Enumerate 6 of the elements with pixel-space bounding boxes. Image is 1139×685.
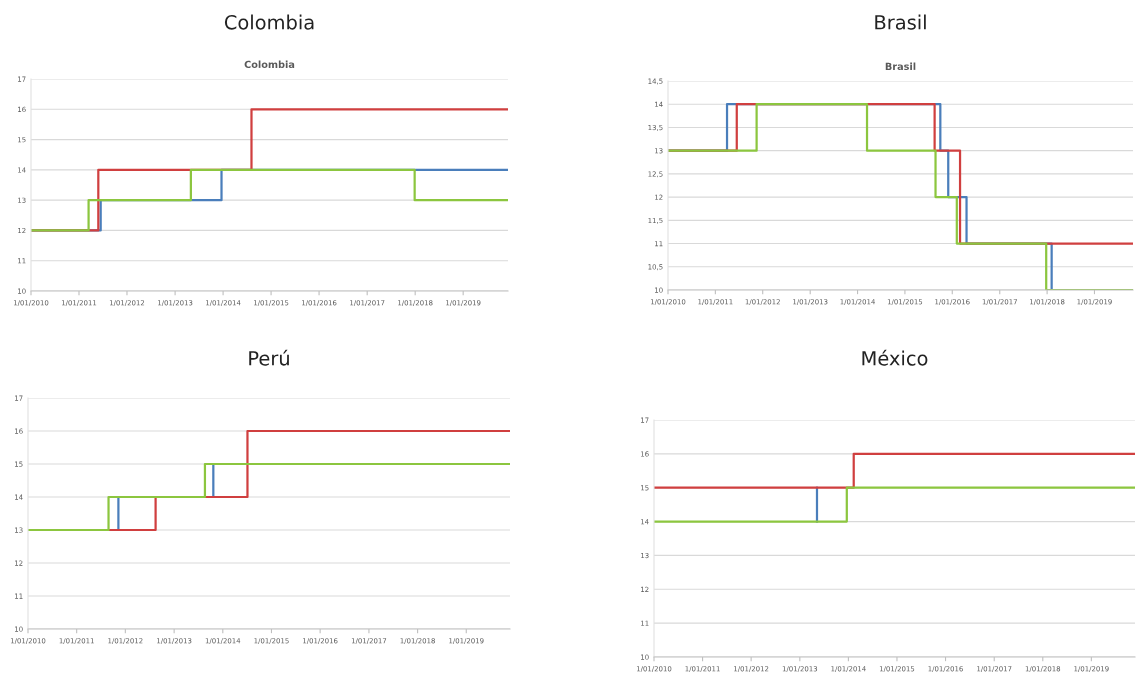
chart-subtitle: Brasil (885, 62, 916, 71)
chart-title: México (862, 349, 928, 366)
chart-title: Perú (249, 349, 289, 366)
chart-title: Brasil (875, 14, 926, 30)
chart-title: Colombia (224, 14, 314, 30)
chart-subtitle: Colombia (244, 60, 295, 69)
